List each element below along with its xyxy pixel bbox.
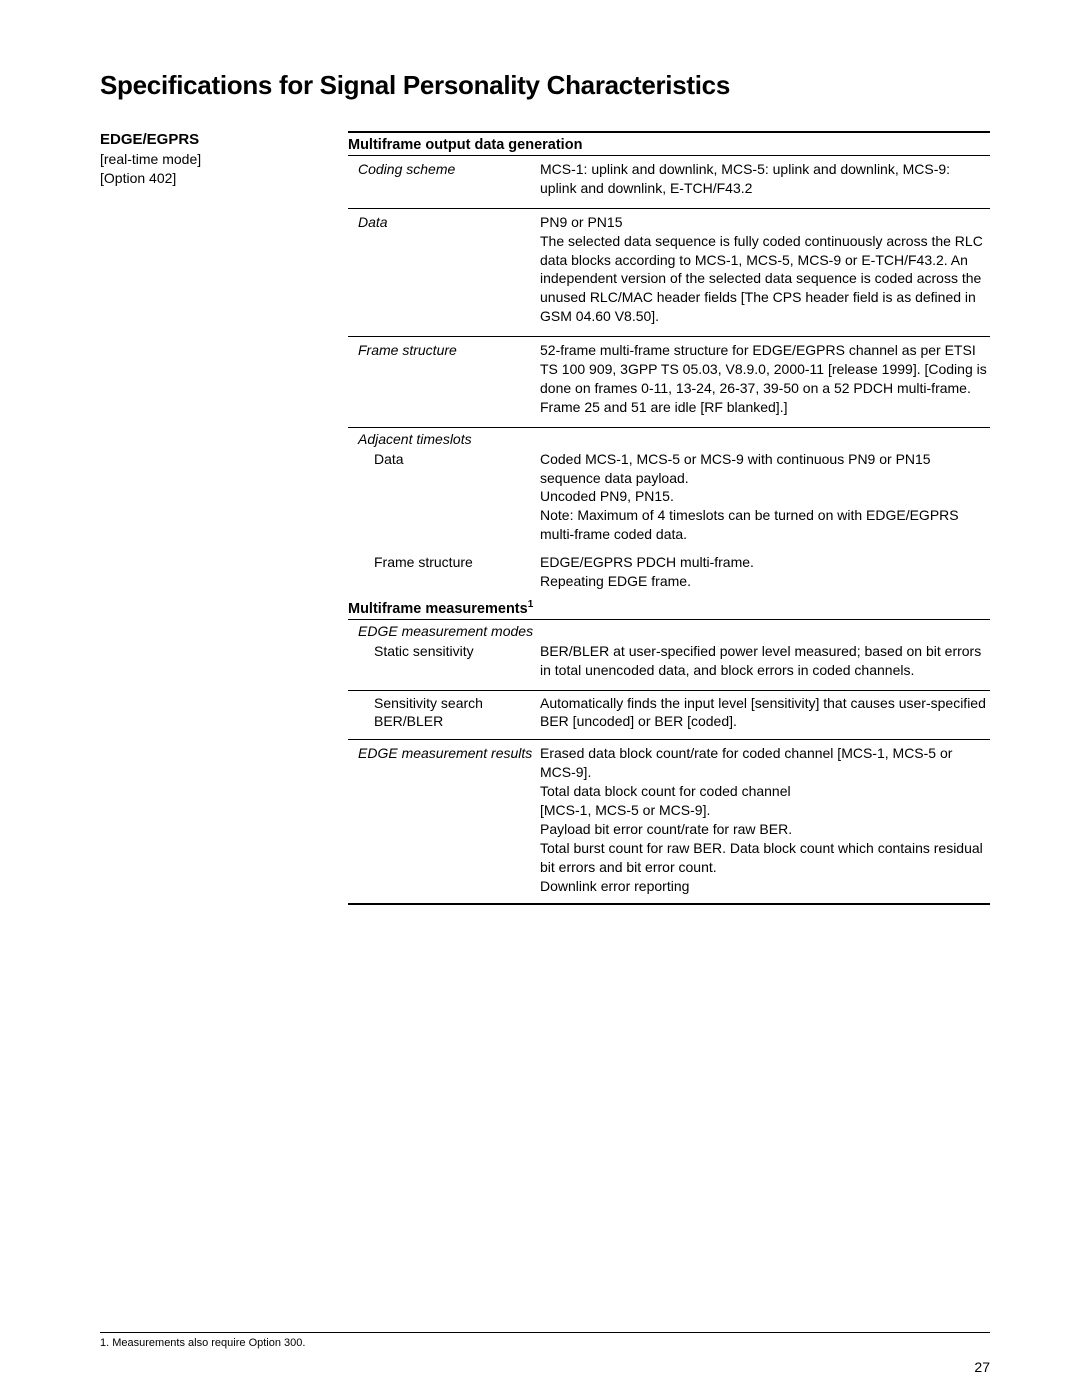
row-adjacent-timeslots: Adjacent timeslots Data Coded MCS-1, MCS…: [348, 427, 990, 597]
value-data: PN9 or PN15 The selected data sequence i…: [540, 213, 990, 326]
row-results: EDGE measurement results Erased data blo…: [348, 739, 990, 905]
section1-header: Multiframe output data generation: [348, 131, 990, 155]
value-results: Erased data block count/rate for coded c…: [540, 744, 990, 895]
param-static: Static sensitivity: [348, 642, 540, 680]
value-adj-data: Coded MCS-1, MCS-5 or MCS-9 with continu…: [540, 450, 990, 544]
subrow-adj-data: Data Coded MCS-1, MCS-5 or MCS-9 with co…: [348, 449, 990, 552]
value-frame-structure: 52-frame multi-frame structure for EDGE/…: [540, 341, 990, 417]
sidebar: EDGE/EGPRS [real-time mode] [Option 402]: [100, 131, 348, 905]
row-search: Sensitivity search BER/BLER Automaticall…: [348, 690, 990, 740]
page-number: 27: [974, 1359, 990, 1375]
spec-table: Multiframe output data generation Coding…: [348, 131, 990, 905]
param-coding-scheme: Coding scheme: [348, 160, 540, 198]
sidebar-line1: [real-time mode]: [100, 150, 348, 169]
sidebar-line2: [Option 402]: [100, 169, 348, 188]
content-area: EDGE/EGPRS [real-time mode] [Option 402]…: [100, 131, 990, 905]
param-results: EDGE measurement results: [348, 744, 540, 895]
value-static: BER/BLER at user-specified power level m…: [540, 642, 990, 680]
param-adjacent-timeslots: Adjacent timeslots: [348, 431, 990, 449]
value-data-rest: The selected data sequence is fully code…: [540, 232, 990, 326]
param-frame-structure: Frame structure: [348, 341, 540, 417]
footnote-area: 1. Measurements also require Option 300.: [100, 1332, 990, 1349]
sidebar-heading: EDGE/EGPRS: [100, 131, 348, 148]
footnote-text: 1. Measurements also require Option 300.: [100, 1337, 990, 1349]
edge-modes-block: EDGE measurement modes Static sensitivit…: [348, 619, 990, 690]
param-adj-data: Data: [348, 450, 540, 544]
value-coding-scheme: MCS-1: uplink and downlink, MCS-5: uplin…: [540, 160, 990, 198]
row-coding-scheme: Coding scheme MCS-1: uplink and downlink…: [348, 155, 990, 208]
value-adj-fs: EDGE/EGPRS PDCH multi-frame. Repeating E…: [540, 553, 990, 591]
param-data: Data: [348, 213, 540, 326]
page-title: Specifications for Signal Personality Ch…: [100, 70, 990, 101]
param-adj-fs: Frame structure: [348, 553, 540, 591]
subrow-static: Static sensitivity BER/BLER at user-spec…: [348, 641, 990, 690]
value-search: Automatically finds the input level [sen…: [540, 694, 990, 732]
footnote-rule: [100, 1332, 990, 1333]
section2-header-sup: 1: [528, 599, 534, 610]
param-search: Sensitivity search BER/BLER: [348, 694, 540, 732]
section2-header: Multiframe measurements1: [348, 597, 990, 619]
row-frame-structure: Frame structure 52-frame multi-frame str…: [348, 336, 990, 427]
edge-modes-label: EDGE measurement modes: [348, 623, 990, 641]
row-data: Data PN9 or PN15 The selected data seque…: [348, 208, 990, 336]
value-data-line1: PN9 or PN15: [540, 213, 990, 232]
subrow-adj-fs: Frame structure EDGE/EGPRS PDCH multi-fr…: [348, 552, 990, 597]
page-container: Specifications for Signal Personality Ch…: [0, 0, 1080, 945]
section2-header-text: Multiframe measurements: [348, 601, 528, 617]
